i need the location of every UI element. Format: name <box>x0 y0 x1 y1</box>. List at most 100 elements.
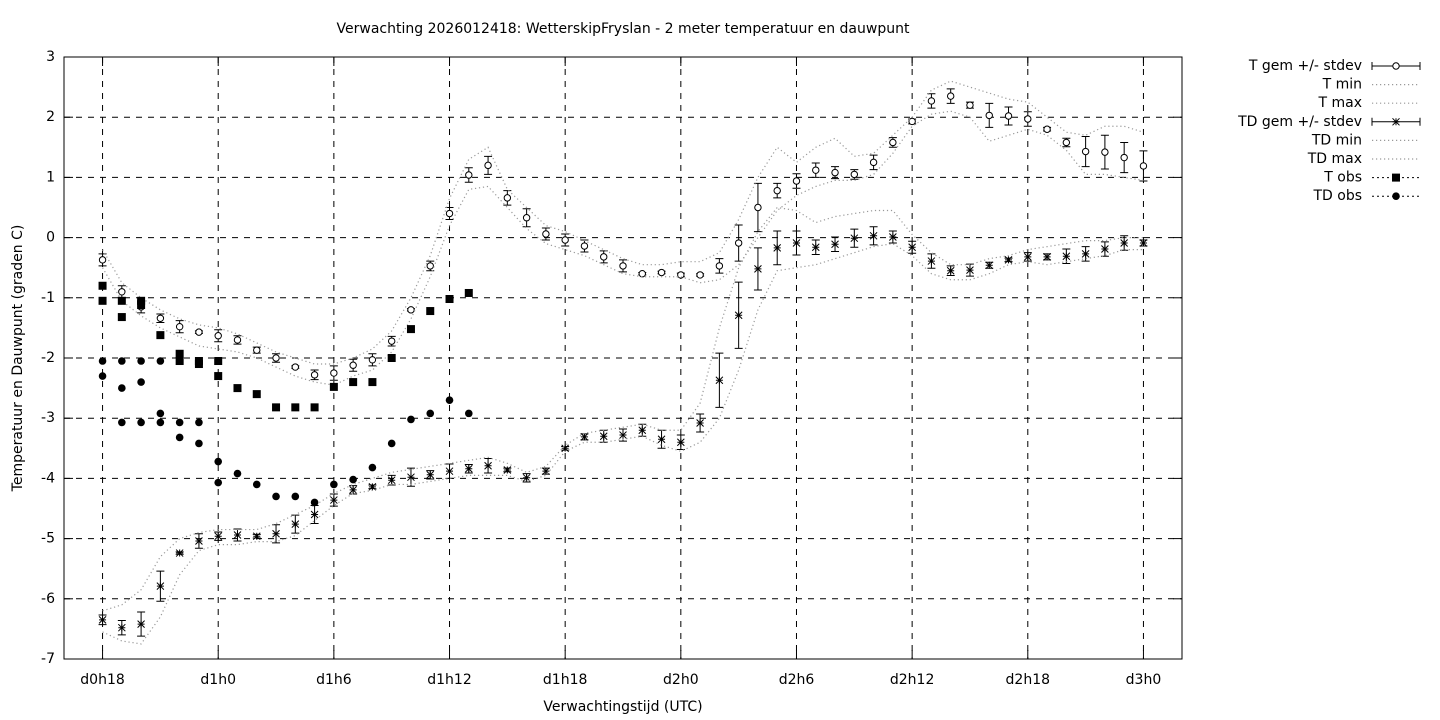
marker <box>175 322 184 331</box>
y-tick-label: -7 <box>41 651 55 667</box>
marker <box>137 296 146 305</box>
marker <box>696 419 704 427</box>
marker <box>272 492 280 501</box>
marker <box>1139 162 1148 170</box>
y-tick-label: 1 <box>46 169 55 185</box>
marker <box>985 111 993 120</box>
marker <box>522 214 531 222</box>
marker <box>175 549 184 557</box>
marker <box>1004 256 1013 264</box>
marker <box>252 480 261 489</box>
marker <box>484 161 492 170</box>
range-line <box>102 80 1144 365</box>
marker <box>696 271 704 279</box>
x-axis-label: Verwachtingstijd (UTC) <box>543 699 702 715</box>
marker <box>1062 252 1071 261</box>
marker <box>869 158 878 167</box>
marker <box>407 415 415 424</box>
y-tick-label: -6 <box>41 591 55 607</box>
marker <box>175 418 184 427</box>
marker <box>349 378 358 387</box>
marker <box>137 357 145 365</box>
marker <box>291 363 300 371</box>
marker <box>156 409 165 418</box>
marker <box>600 253 608 261</box>
marker <box>118 288 126 296</box>
marker <box>734 311 743 320</box>
marker <box>156 418 165 427</box>
x-tick-label: d2h0 <box>663 672 699 688</box>
marker <box>98 357 107 365</box>
x-tick-label: d1h6 <box>316 672 352 688</box>
marker <box>214 532 223 541</box>
marker <box>715 262 724 270</box>
legend-label: TD max <box>1307 151 1362 167</box>
x-tick-label: d3h0 <box>1126 672 1162 688</box>
marker <box>715 376 724 385</box>
marker <box>214 332 222 340</box>
marker <box>329 382 338 391</box>
marker <box>445 467 454 476</box>
marker <box>1043 125 1051 133</box>
marker <box>946 92 955 100</box>
y-tick-label: -5 <box>41 531 55 547</box>
marker <box>1043 253 1051 261</box>
marker <box>387 354 396 362</box>
marker <box>638 426 647 435</box>
marker <box>98 256 107 264</box>
x-tick-label: d2h12 <box>890 672 934 688</box>
marker <box>156 582 165 591</box>
marker <box>426 262 434 270</box>
range-line <box>102 206 1144 612</box>
marker <box>831 240 839 249</box>
marker <box>927 97 936 105</box>
legend-label: TD obs <box>1312 188 1362 204</box>
marker <box>754 265 762 273</box>
marker <box>368 356 377 364</box>
y-tick-label: 0 <box>46 230 55 246</box>
marker <box>561 236 569 244</box>
marker <box>195 439 203 448</box>
x-tick-label: d2h6 <box>779 672 815 688</box>
marker <box>1024 115 1032 123</box>
marker <box>117 623 126 632</box>
marker <box>850 170 859 179</box>
y-axis-label: Temperatuur en Dauwpunt (graden C) <box>10 225 26 493</box>
marker <box>137 418 145 427</box>
marker <box>985 261 994 270</box>
marker <box>310 510 319 519</box>
marker <box>156 331 165 340</box>
marker <box>252 532 261 541</box>
marker <box>349 485 357 494</box>
marker <box>889 138 897 147</box>
marker <box>638 270 646 278</box>
marker <box>137 620 145 628</box>
marker <box>1392 117 1400 126</box>
marker <box>657 435 666 444</box>
range-line <box>102 242 1144 645</box>
y-tick-label: -1 <box>41 290 55 306</box>
marker <box>291 492 300 501</box>
marker <box>233 336 242 344</box>
marker <box>1101 245 1109 253</box>
marker <box>676 438 685 447</box>
marker <box>580 433 589 441</box>
marker <box>464 409 473 418</box>
marker <box>194 360 203 369</box>
marker <box>214 357 223 366</box>
marker <box>946 266 955 275</box>
marker <box>792 239 801 247</box>
x-tick-label: d2h18 <box>1006 672 1050 688</box>
marker <box>561 444 570 453</box>
y-tick-label: -2 <box>41 350 55 366</box>
marker <box>368 378 377 387</box>
marker <box>175 349 184 358</box>
marker <box>869 231 878 240</box>
marker <box>310 498 319 507</box>
marker <box>484 461 492 470</box>
marker <box>580 242 589 250</box>
marker <box>272 529 280 538</box>
marker <box>927 257 936 265</box>
marker <box>542 467 550 476</box>
